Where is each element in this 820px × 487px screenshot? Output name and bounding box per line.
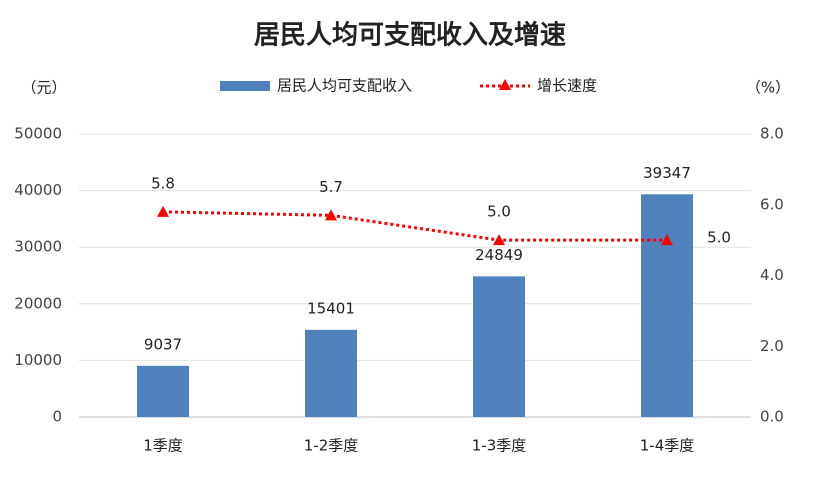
- x-tick-label: 1-3季度: [472, 437, 527, 455]
- y-tick-label: 50000: [14, 125, 62, 143]
- legend-swatch: [220, 81, 270, 91]
- y2-axis-unit: （%）: [746, 79, 790, 97]
- bar: [305, 329, 357, 417]
- bar-value-label: 39347: [643, 164, 691, 182]
- y2-tick-label: 8.0: [760, 125, 784, 143]
- y2-tick-label: 2.0: [760, 337, 784, 355]
- bar-value-label: 15401: [307, 299, 355, 317]
- line-marker: [661, 234, 673, 246]
- x-tick-label: 1-4季度: [640, 437, 695, 455]
- line-value-label: 5.7: [319, 178, 343, 196]
- y-tick-label: 30000: [14, 238, 62, 256]
- y2-tick-label: 4.0: [760, 266, 784, 284]
- y2-tick-label: 6.0: [760, 195, 784, 213]
- y-tick-label: 10000: [14, 351, 62, 369]
- line-marker: [325, 209, 337, 221]
- legend-label: 增长速度: [537, 77, 597, 95]
- y-axis-unit: （元）: [21, 79, 66, 97]
- chart-title: 居民人均可支配收入及增速: [254, 20, 566, 51]
- line-marker: [493, 234, 505, 246]
- bar: [641, 194, 693, 417]
- line-value-label: 5.8: [151, 174, 175, 192]
- line-value-label: 5.0: [487, 203, 511, 221]
- y-tick-label: 0: [52, 408, 62, 426]
- legend-marker: [499, 79, 511, 90]
- bar: [473, 276, 525, 417]
- bar: [137, 365, 189, 417]
- line: [162, 210, 667, 242]
- bar-value-label: 9037: [144, 335, 182, 353]
- y2-tick-label: 0.0: [760, 408, 784, 426]
- bar-value-label: 24849: [475, 246, 523, 264]
- line-marker: [157, 205, 169, 217]
- line-value-label: 5.0: [707, 229, 731, 247]
- y-tick-label: 20000: [14, 294, 62, 312]
- x-tick-label: 1季度: [143, 437, 183, 455]
- legend-label: 居民人均可支配收入: [277, 77, 412, 95]
- x-tick-label: 1-2季度: [304, 437, 359, 455]
- y-tick-label: 40000: [14, 181, 62, 199]
